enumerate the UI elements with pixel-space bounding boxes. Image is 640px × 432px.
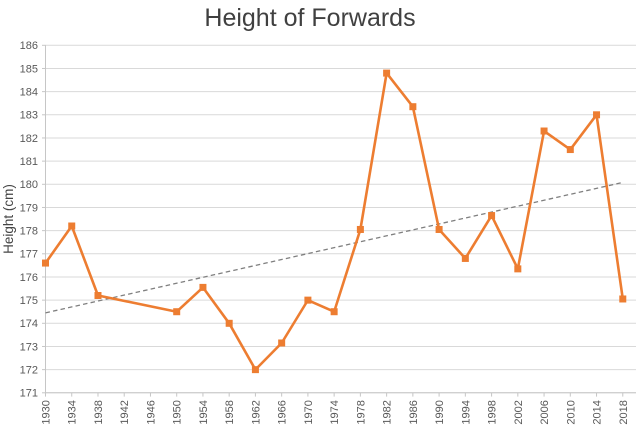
- chart-title: Height of Forwards: [204, 4, 415, 32]
- y-tick-label: 182: [20, 133, 38, 145]
- x-tick-label: 1986: [408, 400, 420, 424]
- data-point-marker: [251, 366, 259, 374]
- x-tick-label: 2018: [618, 400, 630, 424]
- data-point-marker: [356, 225, 364, 233]
- x-tick-label: 1994: [460, 400, 472, 424]
- x-tick-label: 2014: [592, 400, 604, 424]
- x-axis-tick-labels: 1930 1934 1938 1942 1946 1950 1954 1958 1962 1966…: [41, 400, 630, 424]
- data-point-marker: [173, 308, 181, 316]
- data-series-line: [42, 69, 627, 374]
- y-tick-label: 185: [20, 63, 38, 75]
- axes: [42, 44, 636, 397]
- y-tick-label: 174: [20, 318, 38, 330]
- data-point-marker: [488, 212, 496, 220]
- gridlines: [45, 44, 636, 394]
- data-point-marker: [199, 283, 207, 291]
- x-tick-label: 1962: [250, 400, 262, 424]
- y-tick-label: 173: [20, 341, 38, 353]
- data-point-marker: [461, 254, 469, 262]
- x-tick-label: 1954: [198, 400, 210, 424]
- data-point-marker: [225, 319, 233, 327]
- x-tick-label: 1970: [303, 400, 315, 424]
- data-point-marker: [304, 296, 312, 304]
- y-tick-label: 180: [20, 179, 38, 191]
- x-tick-label: 1934: [67, 400, 79, 424]
- y-axis-title: Height (cm): [1, 184, 16, 254]
- y-tick-label: 184: [20, 86, 38, 98]
- y-tick-label: 183: [20, 110, 38, 122]
- x-tick-label: 1958: [224, 400, 236, 424]
- data-point-marker: [278, 339, 286, 347]
- data-point-marker: [435, 225, 443, 233]
- x-tick-label: 1966: [277, 400, 289, 424]
- data-point-marker: [42, 259, 49, 267]
- x-tick-label: 1946: [145, 400, 157, 424]
- data-point-marker: [330, 308, 338, 316]
- x-tick-label: 1982: [382, 400, 394, 424]
- x-tick-label: 2006: [539, 400, 551, 424]
- x-tick-label: 1974: [329, 400, 341, 424]
- y-tick-label: 175: [20, 295, 38, 307]
- y-tick-label: 179: [20, 202, 38, 214]
- y-tick-label: 178: [20, 225, 38, 237]
- x-tick-label: 1930: [41, 400, 53, 424]
- y-tick-label: 186: [20, 40, 38, 52]
- x-tick-label: 1942: [119, 400, 131, 424]
- y-tick-label: 176: [20, 272, 38, 284]
- x-tick-label: 2010: [565, 400, 577, 424]
- x-tick-label: 1998: [487, 400, 499, 424]
- x-tick-label: 1950: [172, 400, 184, 424]
- data-point-marker: [68, 222, 76, 230]
- data-point-marker: [619, 295, 627, 303]
- x-tick-label: 1938: [93, 400, 105, 424]
- data-point-marker: [540, 127, 548, 135]
- y-tick-label: 171: [20, 388, 38, 400]
- trendline: [45, 181, 623, 314]
- y-tick-label: 177: [20, 249, 38, 261]
- data-point-marker: [94, 292, 102, 299]
- y-tick-label: 172: [20, 364, 38, 376]
- x-tick-label: 1990: [434, 400, 446, 424]
- x-tick-label: 1978: [355, 400, 367, 424]
- y-axis-tick-labels: 171 172 173 174 175 176 177 178 179 180 181 182 183 1…: [20, 40, 38, 400]
- data-point-marker: [409, 103, 417, 111]
- x-tick-label: 2002: [513, 400, 525, 424]
- y-tick-label: 181: [20, 156, 38, 168]
- data-point-marker: [383, 69, 391, 77]
- data-point-marker: [593, 111, 601, 119]
- data-point-marker: [514, 265, 522, 273]
- data-point-marker: [566, 146, 574, 154]
